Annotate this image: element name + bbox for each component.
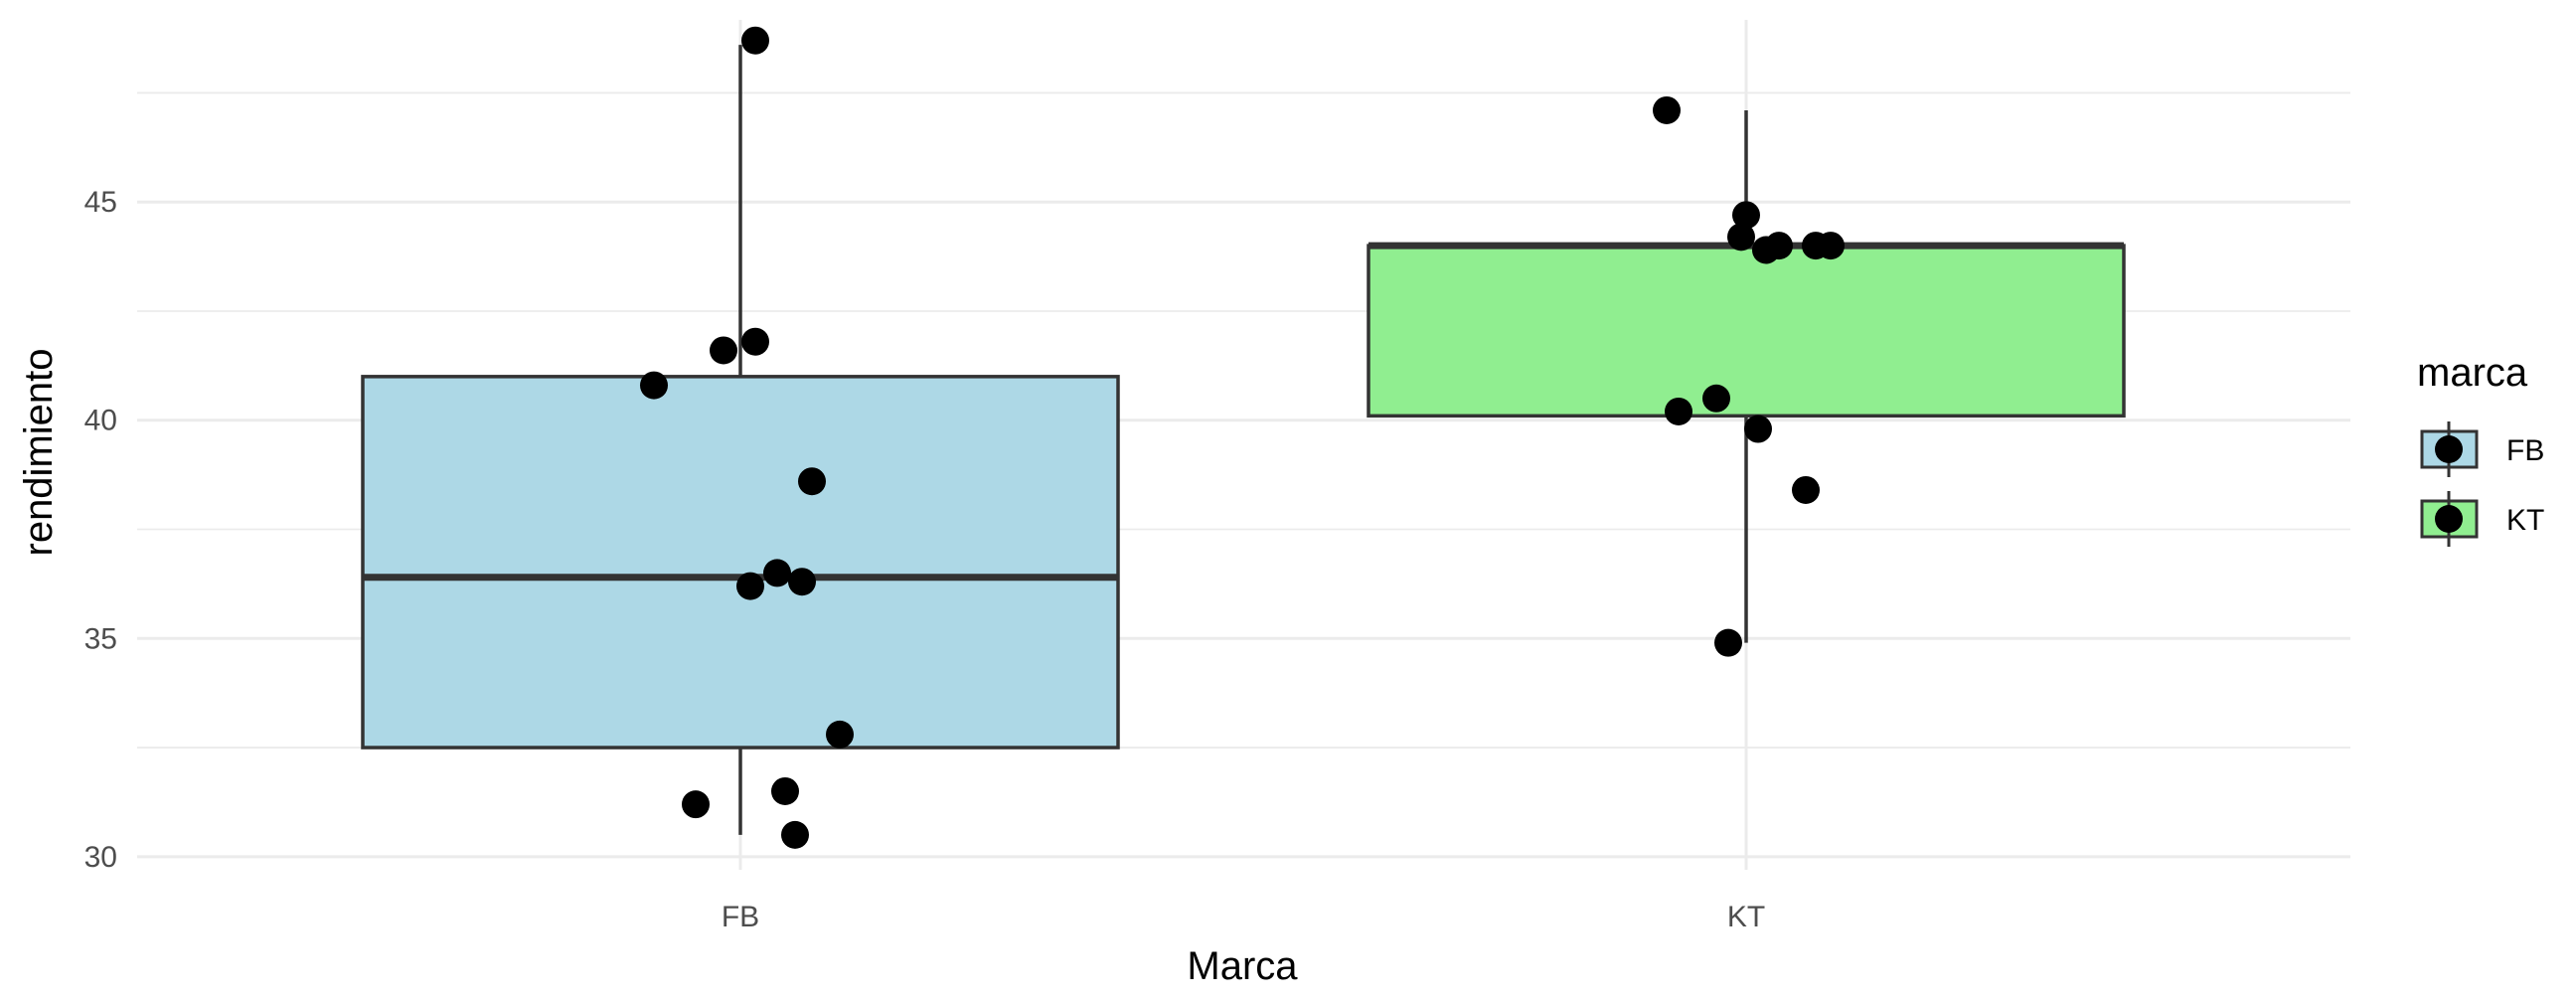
y-tick-label: 40: [84, 405, 117, 437]
data-point-kt: [1653, 95, 1681, 124]
data-point-fb: [781, 820, 809, 849]
box-fb: [361, 45, 1120, 835]
legend-label: FB: [2506, 434, 2544, 467]
box-body: [361, 375, 1120, 750]
y-axis-title: rendimiento: [17, 348, 61, 556]
legend-key-point: [2435, 505, 2463, 533]
y-tick-label: 45: [84, 186, 117, 219]
data-point-kt: [1752, 236, 1780, 264]
data-point-kt: [1665, 397, 1692, 425]
data-point-kt: [1702, 384, 1730, 413]
data-point-fb: [736, 572, 764, 600]
box-kt: [1367, 109, 2126, 643]
data-point-fb: [682, 790, 710, 819]
data-point-fb: [798, 467, 826, 496]
legend-key-point: [2435, 435, 2463, 463]
legend-title: marca: [2417, 351, 2528, 395]
data-point-fb: [741, 26, 769, 55]
box-body: [1367, 244, 2126, 418]
legend-entry-fb: FB: [2420, 421, 2544, 477]
legend-entry-kt: KT: [2420, 491, 2544, 547]
data-point-kt: [1727, 223, 1755, 251]
data-point-fb: [640, 371, 668, 400]
data-point-kt: [1817, 232, 1845, 260]
data-point-kt: [1792, 475, 1820, 504]
boxes: [361, 45, 2126, 835]
x-tick-label: FB: [722, 901, 759, 933]
data-point-fb: [826, 720, 854, 749]
x-axis-title: Marca: [1187, 944, 1298, 988]
axis-ticks: 30 35 40 45 FB KT: [84, 186, 1766, 933]
data-point-kt: [1714, 628, 1742, 657]
data-point-fb: [741, 327, 769, 356]
y-tick-label: 35: [84, 622, 117, 655]
data-point-fb: [788, 568, 816, 596]
data-point-kt: [1744, 415, 1772, 443]
data-point-fb: [763, 559, 791, 587]
legend: marca FB KT: [2417, 351, 2544, 547]
data-point-kt: [1732, 201, 1760, 230]
y-tick-label: 30: [84, 841, 117, 874]
x-tick-label: KT: [1727, 901, 1765, 933]
data-points: [640, 26, 1845, 849]
legend-label: KT: [2506, 504, 2544, 537]
data-point-fb: [710, 336, 737, 365]
data-point-fb: [771, 776, 799, 805]
